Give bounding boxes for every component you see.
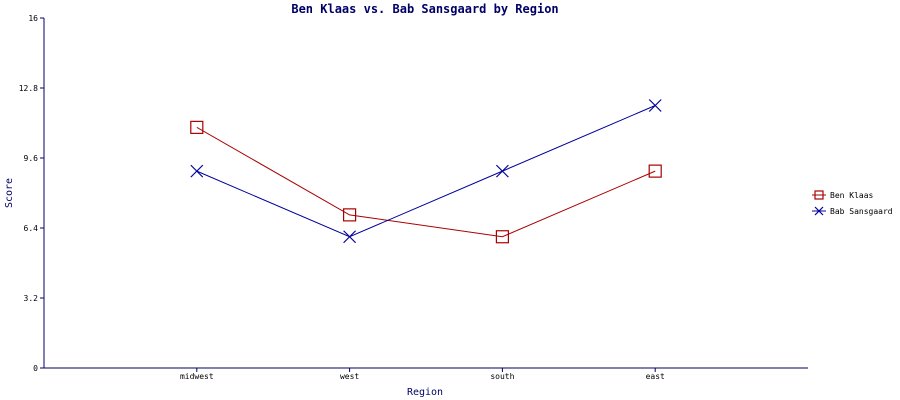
y-tick-label: 3.2 xyxy=(24,294,39,303)
legend-item: Bab Sansgaard xyxy=(812,206,893,216)
series-1 xyxy=(190,99,662,244)
y-tick-label: 6.4 xyxy=(24,224,39,233)
data-point xyxy=(495,230,509,244)
data-point xyxy=(343,208,357,222)
legend-item: Ben Klaas xyxy=(812,190,874,200)
x-axis-title: Region xyxy=(407,387,443,398)
data-point xyxy=(648,164,662,178)
y-tick-label: 9.6 xyxy=(24,154,39,163)
x-tick-label: south xyxy=(490,372,514,381)
x-tick-label: west xyxy=(340,372,359,381)
series-line xyxy=(196,126,656,238)
y-ticks: 0 3.2 6.4 9.6 12.8 16 xyxy=(19,14,44,373)
y-axis-title: Score xyxy=(4,178,15,208)
data-point xyxy=(190,120,204,134)
data-point xyxy=(495,164,509,178)
data-point xyxy=(190,164,204,178)
legend: Ben Klaas Bab Sansgaard xyxy=(812,190,893,216)
series-line xyxy=(196,105,656,238)
x-tick-label: midwest xyxy=(180,372,214,381)
data-point xyxy=(343,230,357,244)
y-tick-label: 12.8 xyxy=(19,84,38,93)
y-tick-label: 0 xyxy=(33,364,38,373)
series-0 xyxy=(190,120,662,244)
x-ticks: midwest west south east xyxy=(180,368,665,381)
series-layer xyxy=(190,99,662,244)
y-tick-label: 16 xyxy=(28,14,38,23)
legend-label: Bab Sansgaard xyxy=(830,207,893,216)
legend-marker xyxy=(814,190,824,200)
data-point xyxy=(648,99,662,112)
x-tick-label: east xyxy=(646,372,665,381)
axes xyxy=(43,18,808,369)
legend-label: Ben Klaas xyxy=(830,191,874,200)
chart-title: Ben Klaas vs. Bab Sansgaard by Region xyxy=(291,2,558,16)
legend-marker xyxy=(814,206,824,216)
